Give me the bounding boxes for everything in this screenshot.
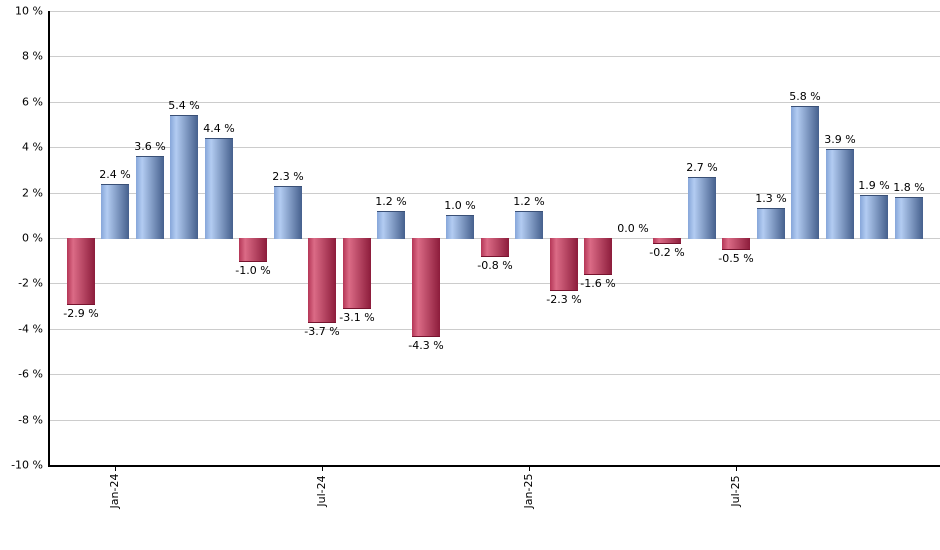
bar-value-label: 1.0 % [444,199,476,212]
bar-value-label: 1.9 % [858,179,890,192]
y-axis-tick-label: -4 % [18,322,43,336]
bar-value-label: 1.2 % [375,195,407,208]
x-axis-tick [322,465,323,471]
bar-value-label: -2.3 % [546,293,582,306]
bar-value-label: -0.5 % [718,252,754,265]
bar-value-label: -0.2 % [649,246,685,259]
bar[interactable] [722,238,750,250]
bar-value-label: 2.3 % [272,170,304,183]
gridline [48,56,940,57]
gridline [48,283,940,284]
bar[interactable] [274,186,302,239]
bar-value-label: 5.8 % [789,90,821,103]
bar-value-label: 1.2 % [513,195,545,208]
y-axis-tick-label: 0 % [22,231,43,245]
bar[interactable] [826,149,854,239]
y-axis-tick-label: 8 % [22,49,43,63]
bar-value-label: 4.4 % [203,122,235,135]
bar[interactable] [308,238,336,323]
y-axis-tick-label: 2 % [22,186,43,200]
bar[interactable] [584,238,612,275]
bar-value-label: 1.8 % [893,181,925,194]
bar[interactable] [343,238,371,309]
bar[interactable] [653,238,681,244]
bar-value-label: 3.6 % [134,140,166,153]
x-axis-tick-label: Jan-24 [108,473,121,509]
bar-value-label: -3.7 % [304,325,340,338]
bar[interactable] [791,106,819,239]
y-axis-tick-label: -2 % [18,276,43,290]
bar[interactable] [412,238,440,337]
bar[interactable] [688,177,716,239]
bar-value-label: 0.0 % [617,222,649,235]
bar[interactable] [239,238,267,262]
y-axis-tick-label: 4 % [22,140,43,154]
gridline [48,329,940,330]
bar-value-label: 5.4 % [168,99,200,112]
y-axis-tick-label: 10 % [15,4,43,18]
y-axis-tick-label: -6 % [18,367,43,381]
y-axis-tick-label: 6 % [22,95,43,109]
bar-value-label: -3.1 % [339,311,375,324]
y-axis-tick-label: -8 % [18,413,43,427]
bar-value-label: -1.6 % [580,277,616,290]
x-axis-tick [736,465,737,471]
x-axis-tick-label: Jul-24 [315,475,328,507]
x-axis-tick-label: Jul-25 [729,475,742,507]
bar-value-label: -1.0 % [235,264,271,277]
gridline [48,147,940,148]
x-axis [48,465,940,467]
gridline [48,374,940,375]
gridline [48,102,940,103]
bar[interactable] [515,211,543,239]
bar[interactable] [67,238,95,305]
bar[interactable] [101,184,129,239]
bar[interactable] [446,215,474,239]
bar[interactable] [860,195,888,239]
bar[interactable] [757,208,785,239]
x-axis-tick [529,465,530,471]
bar[interactable] [205,138,233,239]
bar[interactable] [136,156,164,239]
bar-value-label: 1.3 % [755,192,787,205]
gridline [48,11,940,12]
bar[interactable] [377,211,405,239]
y-axis-tick-label: -10 % [11,458,43,472]
bar-value-label: -4.3 % [408,339,444,352]
gridline [48,193,940,194]
bar-value-label: 2.4 % [99,168,131,181]
bar-value-label: -0.8 % [477,259,513,272]
bar[interactable] [481,238,509,257]
x-axis-tick [115,465,116,471]
bar[interactable] [550,238,578,291]
gridline [48,420,940,421]
x-axis-tick-label: Jan-25 [522,473,535,509]
y-axis [48,11,50,465]
bar-value-label: 3.9 % [824,133,856,146]
bar[interactable] [170,115,198,239]
bar-value-label: -2.9 % [63,307,99,320]
bar[interactable] [895,197,923,239]
bar-value-label: 2.7 % [686,161,718,174]
